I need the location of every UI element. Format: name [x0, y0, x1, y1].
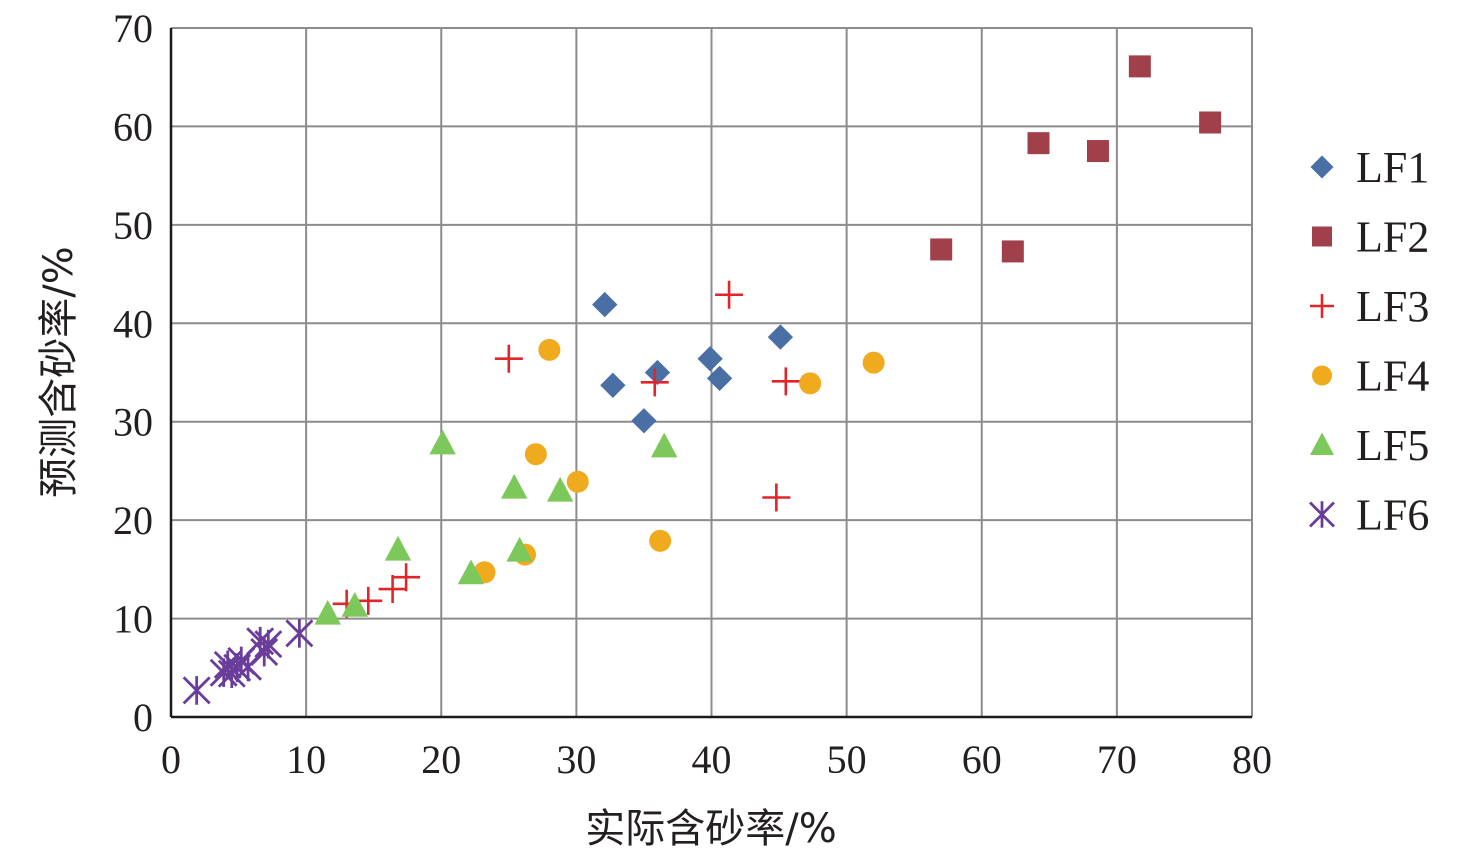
data-point-lf5: [501, 473, 528, 499]
data-point-lf5: [341, 592, 368, 617]
data-point-lf2: [1086, 140, 1109, 163]
data-point-lf3: [771, 367, 800, 396]
y-tick-label: 10: [113, 597, 153, 642]
data-point-lf3: [640, 368, 669, 397]
data-point-lf1: [767, 324, 794, 350]
data-point-lf5: [457, 559, 485, 585]
x-tick-label: 80: [1232, 737, 1272, 782]
legend-marker-lf4: [1312, 365, 1332, 386]
legend-label: LF1: [1356, 143, 1429, 192]
data-point-lf2: [1001, 240, 1024, 263]
legend-label: LF3: [1356, 282, 1429, 331]
data-point-lf3: [715, 280, 744, 309]
legend-item-lf4: LF4: [1312, 352, 1429, 401]
legend-item-lf1: LF1: [1310, 143, 1429, 192]
legend-item-lf3: LF3: [1310, 282, 1429, 331]
data-point-lf5: [651, 432, 678, 458]
x-tick-label: 20: [421, 737, 461, 782]
data-point-lf3: [392, 563, 421, 592]
legend: LF1 LF2 LF3 LF4 LF5 LF6: [1309, 143, 1429, 540]
data-point-lf4: [524, 443, 547, 466]
data-point-lf6: [285, 619, 314, 648]
data-point-lf3: [762, 483, 791, 512]
grid: [171, 27, 1253, 717]
y-axis-title: 预测含砂率/%: [36, 246, 82, 497]
data-point-lf6: [182, 676, 211, 705]
series-lf1: [592, 291, 794, 434]
axes: [169, 28, 1252, 719]
data-point-lf6: [254, 629, 283, 659]
x-tick-label: 30: [556, 737, 596, 782]
data-point-lf6: [250, 637, 279, 667]
data-point-lf5: [546, 476, 574, 502]
data-point-lf1: [706, 365, 733, 392]
x-tick-label: 0: [161, 737, 181, 782]
legend-item-lf5: LF5: [1310, 421, 1429, 470]
y-tick-label: 70: [113, 6, 153, 51]
x-tick-label: 50: [827, 737, 867, 782]
data-point-lf2: [1199, 111, 1222, 134]
y-tick-label: 50: [113, 203, 153, 248]
x-axis-title: 实际含砂率/%: [585, 806, 836, 852]
data-point-lf1: [697, 346, 723, 372]
data-point-lf1: [644, 359, 671, 386]
series-lf5: [314, 429, 678, 625]
data-point-lf3: [378, 575, 407, 604]
x-tick-label: 40: [692, 737, 732, 782]
data-point-lf1: [600, 372, 626, 398]
y-tick-label: 0: [133, 695, 153, 740]
data-point-lf2: [930, 238, 953, 261]
data-point-lf4: [862, 351, 885, 374]
legend-marker-lf1: [1310, 155, 1334, 179]
legend-label: LF5: [1356, 421, 1429, 470]
data-point-lf5: [429, 429, 456, 455]
data-point-lf1: [592, 291, 618, 318]
series-lf4: [473, 338, 885, 584]
data-point-lf2: [1128, 55, 1151, 78]
series-lf6: [182, 619, 314, 705]
legend-marker-lf2: [1312, 226, 1332, 247]
legend-item-lf6: LF6: [1309, 491, 1429, 540]
data-point-lf1: [631, 408, 657, 434]
x-tick-label: 10: [286, 737, 326, 782]
tick-labels: 0 10 20 30 40 50 60 70 80 0 10 20 30 40 50 60 70: [113, 6, 1272, 782]
legend-marker-lf6: [1309, 501, 1335, 528]
legend-marker-lf5: [1310, 432, 1334, 455]
data-point-lf4: [799, 372, 822, 395]
y-tick-label: 30: [113, 400, 153, 445]
data-point-lf4: [649, 529, 672, 552]
data-point-lf5: [384, 535, 412, 561]
legend-label: LF2: [1356, 213, 1429, 262]
data-point-lf3: [494, 344, 523, 373]
data-point-lf4: [566, 470, 589, 493]
y-tick-label: 20: [113, 498, 153, 543]
data-point-lf4: [538, 338, 561, 361]
legend-label: LF6: [1356, 491, 1429, 540]
series-lf2: [930, 55, 1222, 263]
y-tick-label: 60: [113, 104, 153, 149]
data-point-lf2: [1027, 132, 1050, 155]
legend-item-lf2: LF2: [1312, 213, 1429, 262]
data-point-lf5: [314, 599, 341, 625]
data-point-lf5: [506, 536, 533, 562]
series-lf3: [332, 280, 800, 618]
legend-marker-lf3: [1310, 294, 1334, 318]
data-points: [182, 55, 1222, 705]
y-tick-label: 40: [113, 301, 153, 346]
x-tick-label: 60: [962, 737, 1002, 782]
x-tick-label: 70: [1097, 737, 1137, 782]
legend-label: LF4: [1356, 352, 1429, 401]
